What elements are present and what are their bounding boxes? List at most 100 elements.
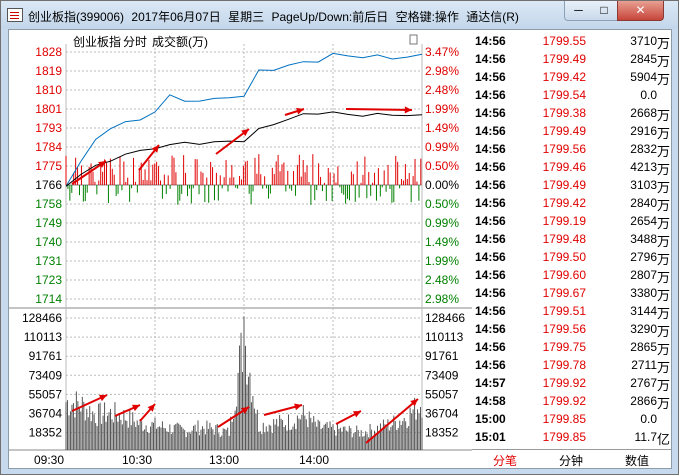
tick-row: 15:01 1799.85 11.7 亿 — [472, 428, 671, 447]
tick-row: 14:58 1799.92 2866 万 — [472, 392, 671, 411]
tick-time: 14:56 — [475, 106, 506, 120]
title-bar[interactable]: 创业板指(399006) 2017年06月07日 星期三 PageUp/Down… — [1, 1, 678, 29]
pct-axis-label: 2.48% — [425, 273, 459, 287]
tick-time: 14:56 — [475, 88, 506, 102]
tick-unit: 万 — [657, 252, 671, 267]
annotation-arrowhead — [410, 399, 418, 407]
tick-time: 14:56 — [475, 70, 506, 84]
close-icon: ✕ — [635, 3, 646, 17]
tick-volume: 4213 — [630, 160, 657, 174]
annotation-arrowhead — [294, 403, 302, 411]
tick-volume: 2796 — [630, 250, 657, 264]
tick-unit: 万 — [657, 270, 671, 285]
volume-axis-label: 110113 — [24, 330, 63, 344]
tick-row: 14:56 1799.75 2865 万 — [472, 338, 671, 357]
minimize-icon: ─ — [574, 3, 583, 17]
tick-unit: 万 — [657, 162, 671, 177]
tick-volume: 2711 — [631, 358, 657, 372]
tick-time: 14:56 — [475, 160, 506, 174]
tick-unit: 万 — [657, 378, 671, 393]
tick-volume: 2654 — [630, 214, 657, 228]
price-axis-label: 1731 — [35, 254, 62, 268]
minimize-button[interactable]: ─ — [564, 1, 593, 21]
tick-volume: 0.0 — [640, 88, 657, 102]
tick-volume: 3103 — [630, 178, 657, 192]
volume-axis-label-right: 110113 — [425, 330, 464, 344]
volume-axis-label-right: 18352 — [425, 426, 459, 440]
price-axis-label: 1758 — [35, 197, 62, 211]
tick-list[interactable]: 14:56 1799.55 3710 万 14:56 1799.49 2845 万 14:56 1… — [472, 30, 671, 468]
price-axis-label: 1819 — [35, 64, 62, 78]
annotation-arrow — [365, 398, 419, 444]
volume-axis-label-right: 91761 — [425, 349, 459, 363]
volume-axis-label-right: 55057 — [425, 387, 459, 401]
tick-volume: 2865 — [630, 340, 657, 354]
tick-price: 1799.55 — [542, 34, 586, 48]
tick-unit: 万 — [657, 126, 671, 141]
pct-axis-label: 0.99% — [425, 140, 459, 154]
tick-row: 14:56 1799.51 3144 万 — [472, 302, 671, 321]
title-weekday: 星期三 — [228, 10, 265, 24]
pct-axis-label: 1.49% — [425, 235, 459, 249]
tick-price: 1799.42 — [542, 196, 586, 210]
annotation-arrowhead — [296, 107, 304, 115]
tick-time: 14:56 — [475, 142, 506, 156]
tick-row: 14:56 1799.48 3488 万 — [472, 230, 671, 249]
tick-unit: 万 — [657, 144, 671, 159]
pct-axis-label: 2.98% — [425, 64, 459, 78]
tick-row: 14:56 1799.55 3710 万 — [472, 32, 671, 51]
price-axis-label: 1810 — [35, 83, 62, 97]
tick-time: 15:01 — [475, 430, 506, 444]
close-button[interactable]: ✕ — [617, 1, 664, 21]
tick-row: 14:56 1799.19 2654 万 — [472, 212, 671, 231]
tick-volume: 11.7 — [634, 430, 657, 444]
tab-ticks[interactable]: 分笔 — [492, 454, 517, 468]
tick-volume: 2866 — [630, 394, 657, 408]
tab-minute[interactable]: 分钟 — [558, 454, 583, 468]
price-axis-label: 1801 — [35, 102, 62, 116]
tick-unit: 万 — [657, 216, 671, 231]
pct-axis-label: 1.49% — [425, 121, 459, 135]
intraday-chart[interactable]: 1828 3.47% 1819 2.98% 1810 2.48% 1801 1.99% 1793… — [9, 30, 472, 468]
annotation-arrowhead — [241, 129, 249, 137]
price-axis-label: 1775 — [35, 159, 62, 173]
tick-time: 14:56 — [475, 124, 506, 138]
tick-time: 14:56 — [475, 34, 506, 48]
tick-volume: 3488 — [630, 232, 657, 246]
tick-unit: 亿 — [657, 432, 671, 447]
price-axis-label: 1784 — [35, 140, 62, 154]
volume-axis-label: 55057 — [29, 387, 63, 401]
tick-row: 14:56 1799.42 2840 万 — [472, 194, 671, 213]
tab-values[interactable]: 数值 — [624, 454, 649, 468]
tick-volume: 5904 — [630, 70, 657, 84]
pct-axis-label: 0.50% — [425, 197, 459, 211]
tick-unit: 万 — [657, 198, 671, 213]
maximize-icon: □ — [600, 3, 608, 17]
tick-volume: 3290 — [630, 322, 657, 336]
volume-axis-label-right: 36704 — [425, 407, 459, 421]
tick-tabs: 分笔 分钟 数值 — [472, 449, 671, 468]
tick-price: 1799.38 — [542, 106, 586, 120]
maximize-button[interactable]: □ — [591, 1, 618, 21]
tick-price: 1799.19 — [542, 214, 586, 228]
annotation-arrow — [345, 108, 413, 111]
annotation-arrowhead — [151, 145, 159, 153]
pct-axis-label: 0.00% — [425, 178, 459, 192]
pct-axis-label: 2.98% — [425, 292, 459, 306]
price-axis-label: 1766 — [35, 178, 62, 192]
tick-price: 1799.49 — [542, 124, 586, 138]
title-hint-page: PageUp/Down:前后日 — [271, 10, 389, 24]
tick-row: 14:56 1799.49 2845 万 — [472, 50, 671, 69]
tick-price: 1799.50 — [542, 250, 586, 264]
tick-price: 1799.51 — [542, 304, 586, 318]
volume-axis-label: 18352 — [29, 426, 63, 440]
annotation-arrowhead — [241, 407, 249, 414]
tick-price: 1799.48 — [542, 232, 586, 246]
tick-unit: 万 — [657, 234, 671, 249]
time-axis-label: 13:00 — [209, 453, 239, 467]
tick-price: 1799.92 — [542, 376, 586, 390]
tick-unit: 万 — [657, 288, 671, 303]
restore-icon[interactable] — [409, 34, 418, 45]
tick-time: 14:58 — [475, 394, 506, 408]
